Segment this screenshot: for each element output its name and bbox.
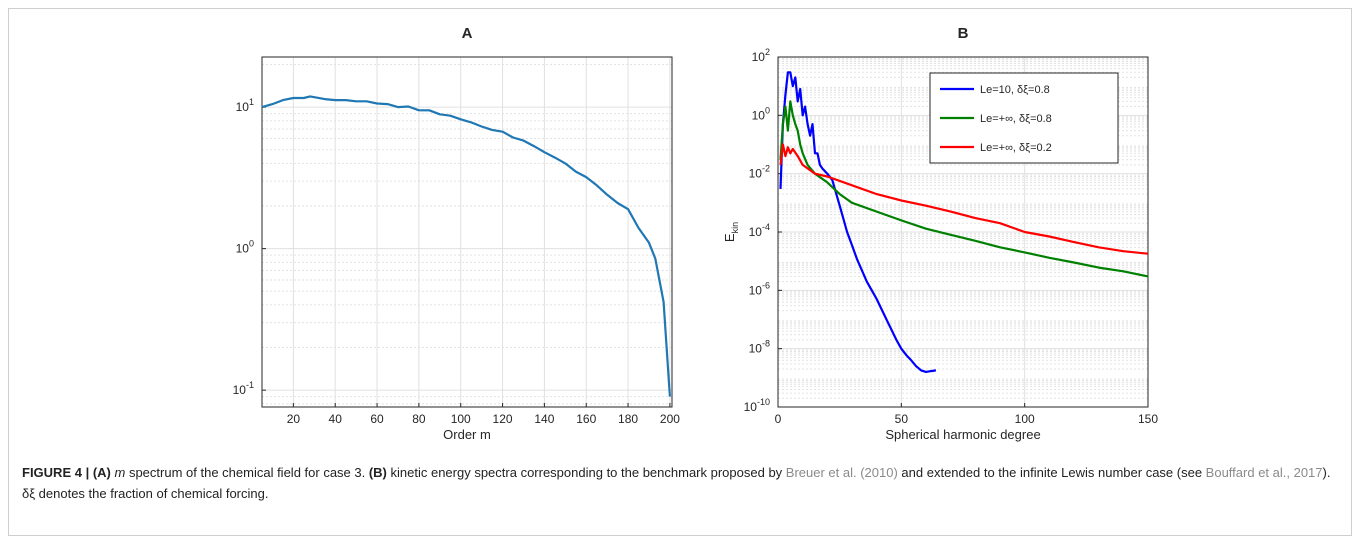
caption-plain: and extended to the infinite Lewis numbe… xyxy=(897,465,1206,480)
x-tick-label: 140 xyxy=(534,412,554,426)
y-tick-label: 10-8 xyxy=(749,339,770,356)
y-tick-label: 10-4 xyxy=(749,222,770,239)
series-line xyxy=(779,143,1149,255)
x-tick-label: 100 xyxy=(451,412,471,426)
figure-border xyxy=(8,8,1352,536)
caption-italic: m xyxy=(114,465,126,480)
caption-link[interactable]: Breuer et al. (2010) xyxy=(785,465,898,480)
chart-title: B xyxy=(958,25,969,42)
series-line xyxy=(779,71,937,373)
y-tick-label: 10-6 xyxy=(749,280,770,297)
x-tick-label: 0 xyxy=(775,412,782,426)
caption-plain: kinetic energy spectra corresponding to … xyxy=(386,465,786,480)
caption-plain: spectrum of the chemical field for case … xyxy=(125,465,369,480)
axes-frame xyxy=(777,56,1149,408)
chart-title: A xyxy=(462,25,473,42)
caption-link[interactable]: Bouffard et al., 2017 xyxy=(1205,465,1323,480)
y-axis-label-sub: kin xyxy=(730,222,740,234)
x-tick-label: 50 xyxy=(895,412,909,426)
y-tick-label: 100 xyxy=(236,239,254,256)
series-line xyxy=(261,95,671,397)
x-axis-label: Order m xyxy=(443,427,491,442)
y-tick-label: 10-10 xyxy=(744,397,770,414)
series-line xyxy=(779,100,1149,278)
legend-label: Le=+∞, δξ=0.8 xyxy=(980,113,1052,125)
y-tick-label: 10-1 xyxy=(233,380,254,397)
x-axis-label: Spherical harmonic degree xyxy=(885,427,1040,442)
x-tick-label: 40 xyxy=(329,412,343,426)
y-tick-label: 101 xyxy=(236,97,254,114)
plot-area xyxy=(262,57,672,407)
x-tick-label: 160 xyxy=(576,412,596,426)
legend-label: Le=+∞, δξ=0.2 xyxy=(980,142,1052,154)
caption-plain: ). δξ denotes the fraction of chemical f… xyxy=(22,465,1331,501)
x-tick-label: 150 xyxy=(1138,412,1158,426)
caption: FIGURE 4 | (A) m spectrum of the chemica… xyxy=(22,462,1332,504)
x-tick-label: 120 xyxy=(493,412,513,426)
x-tick-label: 200 xyxy=(660,412,680,426)
y-axis-label: Ekin xyxy=(722,222,740,242)
x-tick-label: 100 xyxy=(1015,412,1035,426)
caption-bold: FIGURE 4 | (A) xyxy=(22,465,111,480)
y-tick-label: 102 xyxy=(752,47,770,64)
x-tick-label: 80 xyxy=(412,412,426,426)
y-tick-label: 10-2 xyxy=(749,164,770,181)
legend-label: Le=10, δξ=0.8 xyxy=(980,84,1050,96)
x-tick-label: 20 xyxy=(287,412,301,426)
caption-bold: (B) xyxy=(368,465,387,480)
axes-frame xyxy=(261,56,673,408)
x-tick-label: 180 xyxy=(618,412,638,426)
x-tick-label: 60 xyxy=(370,412,384,426)
y-tick-label: 100 xyxy=(752,105,770,122)
